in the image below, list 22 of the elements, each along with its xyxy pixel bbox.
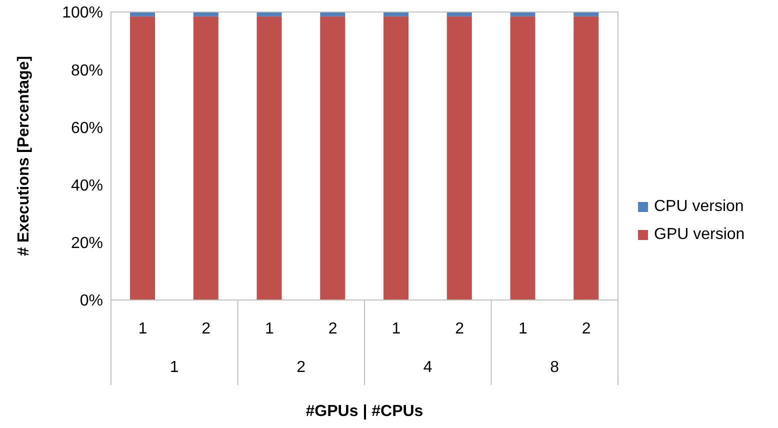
text: 2 — [296, 359, 306, 376]
y-tick-label: 0% — [80, 292, 103, 310]
x-tick-label: 2 — [455, 320, 464, 338]
text: 4 — [423, 359, 432, 376]
y-tick-label: 40% — [70, 177, 103, 194]
x-axis-title: #GPUs | #CPUs — [306, 403, 424, 420]
x-tick-label: 2 — [582, 320, 591, 338]
x-tick-label: 1 — [264, 320, 274, 338]
y-tick-label: 100% — [62, 4, 103, 22]
text: 8 — [550, 359, 560, 376]
y-tick-label: 60% — [70, 120, 103, 137]
y-tick-label: 80% — [70, 62, 103, 80]
text: 1 — [170, 359, 179, 376]
x-tick-label: 2 — [202, 320, 211, 338]
y-axis-title: # Executions [Percentage] — [16, 56, 33, 256]
y-tick-label: 20% — [70, 235, 103, 252]
x-tick-label: 1 — [518, 320, 528, 338]
legend-label: CPU version — [654, 198, 744, 216]
x-tick-label: 2 — [328, 320, 338, 338]
legend-label: GPU version — [654, 226, 745, 244]
x-tick-label: 1 — [138, 320, 148, 338]
x-tick-label: 1 — [392, 320, 401, 338]
